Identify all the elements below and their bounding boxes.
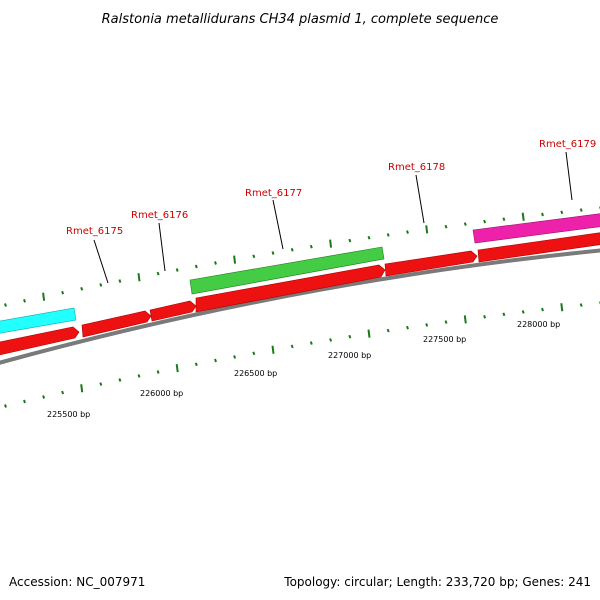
minor-tick (233, 355, 237, 359)
bp-tick-label: 228000 bp (517, 320, 560, 329)
minor-tick (23, 399, 26, 404)
minor-tick (348, 238, 352, 243)
minor-tick (4, 303, 7, 307)
major-tick (233, 255, 237, 264)
minor-tick (156, 271, 160, 276)
gene-label[interactable]: Rmet_6178 (388, 162, 445, 173)
bp-tick-track (4, 301, 600, 408)
minor-tick (329, 338, 333, 342)
major-tick (175, 363, 179, 373)
minor-tick (252, 351, 256, 356)
gene-label[interactable]: Rmet_6179 (539, 139, 596, 150)
minor-tick (194, 264, 198, 269)
bp-tick-label: 225500 bp (47, 410, 90, 419)
minor-tick (290, 344, 294, 349)
cds-arrow[interactable] (195, 264, 386, 313)
minor-tick (386, 233, 390, 237)
bp-tick-label: 227000 bp (328, 351, 371, 360)
major-tick (521, 212, 525, 221)
gene-leader-lines (93, 151, 573, 284)
minor-tick (502, 312, 506, 317)
minor-tick (118, 378, 122, 382)
gene-label[interactable]: Rmet_6175 (66, 226, 123, 237)
minor-tick (290, 247, 294, 252)
cds-arrow[interactable] (149, 300, 197, 322)
feature-tick-track (4, 206, 600, 307)
minor-tick (483, 314, 487, 319)
minor-tick (61, 290, 65, 295)
minor-tick (4, 404, 7, 408)
major-tick (42, 292, 46, 301)
feature-bar-green[interactable] (189, 246, 385, 295)
map-title: Ralstonia metallidurans CH34 plasmid 1, … (102, 12, 499, 27)
minor-tick (23, 298, 26, 303)
major-tick (425, 225, 429, 234)
major-tick (367, 329, 371, 338)
topology-summary-text: Topology: circular; Length: 233,720 bp; … (283, 575, 591, 589)
feature-bar-magenta[interactable] (472, 213, 600, 244)
minor-tick (386, 328, 390, 333)
sequence-backbone (0, 248, 600, 365)
gene-label[interactable]: Rmet_6176 (131, 210, 188, 221)
minor-tick (444, 320, 448, 324)
minor-tick (175, 268, 179, 272)
minor-tick (541, 307, 544, 312)
minor-tick (483, 219, 487, 224)
minor-tick (541, 212, 544, 217)
feature-track (0, 213, 600, 334)
minor-tick (80, 286, 84, 291)
bp-tick-label: 226500 bp (234, 369, 277, 378)
minor-tick (156, 370, 160, 374)
minor-tick (425, 323, 429, 327)
minor-tick (579, 208, 583, 212)
cds-arrow[interactable] (0, 326, 80, 356)
minor-tick (444, 224, 448, 229)
major-tick (271, 345, 275, 354)
major-tick (463, 315, 467, 324)
gene-label[interactable]: Rmet_6177 (245, 188, 302, 199)
minor-tick (560, 210, 564, 215)
minor-tick (99, 382, 103, 386)
minor-tick (579, 303, 583, 307)
minor-tick (118, 279, 122, 283)
minor-tick (194, 362, 198, 367)
feature-bar-cyan[interactable] (0, 307, 77, 334)
cds-arrow[interactable] (384, 250, 478, 277)
accession-text: Accession: NC_007971 (9, 575, 145, 589)
minor-tick (271, 251, 275, 255)
minor-tick (406, 230, 409, 234)
minor-tick (463, 222, 467, 226)
minor-tick (214, 261, 217, 265)
minor-tick (42, 395, 46, 399)
cds-arrow[interactable] (81, 310, 152, 338)
minor-tick (521, 310, 525, 314)
minor-tick (99, 283, 103, 287)
cds-track (0, 232, 600, 356)
minor-tick (367, 235, 371, 240)
minor-tick (214, 358, 217, 363)
minor-tick (309, 244, 313, 249)
minor-tick (137, 374, 141, 378)
major-tick (329, 239, 333, 248)
major-tick (560, 303, 564, 312)
minor-tick (252, 254, 256, 259)
minor-tick (406, 325, 409, 330)
minor-tick (61, 390, 65, 395)
major-tick (137, 273, 141, 282)
minor-tick (348, 334, 352, 339)
bp-tick-label: 227500 bp (423, 335, 466, 344)
major-tick (80, 384, 84, 393)
bp-tick-label: 226000 bp (140, 389, 183, 398)
cds-arrow[interactable] (477, 232, 600, 263)
minor-tick (309, 341, 313, 345)
minor-tick (502, 217, 506, 222)
